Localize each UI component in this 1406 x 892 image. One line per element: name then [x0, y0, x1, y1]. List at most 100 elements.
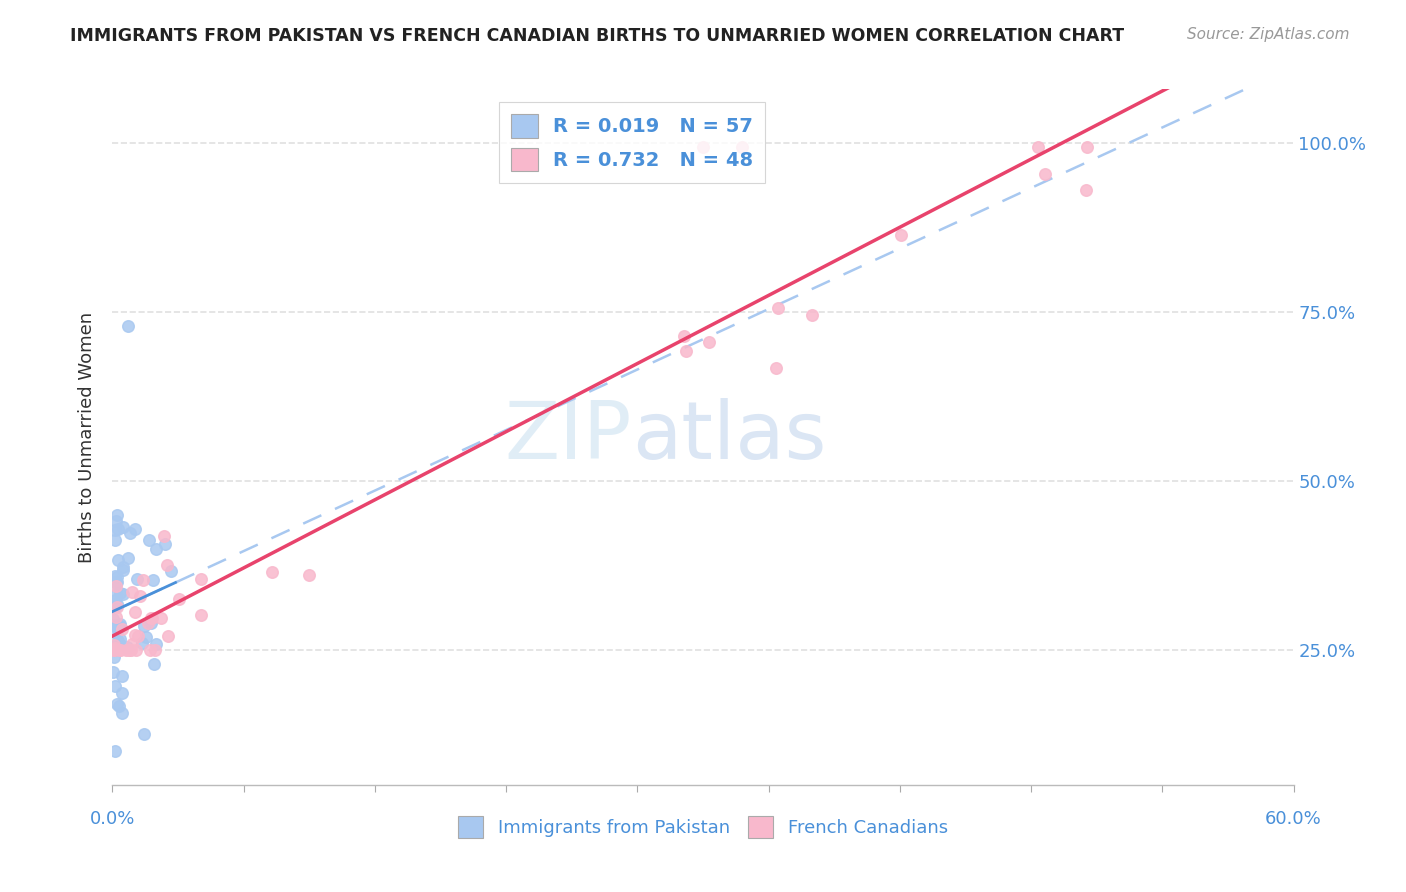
Point [149, 611, 172, 625]
Point [104, 579, 127, 593]
Point [117, 318, 139, 333]
Point [107, 553, 129, 567]
Point [117, 640, 139, 655]
Point [107, 622, 129, 636]
Point [110, 686, 132, 700]
Point [107, 522, 129, 536]
Point [1076, 183, 1098, 197]
Point [121, 637, 143, 651]
Point [156, 558, 179, 572]
Point [111, 706, 134, 721]
Legend: Immigrants from Pakistan, French Canadians: Immigrants from Pakistan, French Canadia… [451, 809, 955, 846]
Point [190, 573, 212, 587]
Point [108, 643, 131, 657]
Point [108, 643, 131, 657]
Point [141, 611, 163, 625]
Point [103, 650, 125, 665]
Point [105, 570, 128, 584]
Point [105, 514, 128, 528]
Point [105, 597, 128, 611]
Point [104, 679, 127, 693]
Point [142, 574, 165, 588]
Point [108, 586, 131, 600]
Point [111, 622, 134, 636]
Point [105, 576, 128, 591]
Point [134, 618, 156, 632]
Point [160, 564, 183, 578]
Point [131, 636, 153, 650]
Text: 0.0%: 0.0% [90, 810, 135, 828]
Point [103, 743, 125, 757]
Point [110, 632, 132, 646]
Point [145, 541, 167, 556]
Point [127, 629, 149, 643]
Point [111, 668, 134, 682]
Point [103, 643, 125, 657]
Point [142, 657, 165, 672]
Text: Source: ZipAtlas.com: Source: ZipAtlas.com [1187, 27, 1350, 42]
Point [103, 638, 125, 652]
Point [103, 643, 125, 657]
Point [145, 637, 167, 651]
Point [153, 537, 176, 551]
Point [104, 641, 127, 656]
Point [766, 301, 789, 315]
Point [765, 361, 787, 376]
Point [103, 612, 125, 626]
Point [107, 633, 129, 648]
Point [141, 615, 163, 630]
Point [108, 619, 131, 633]
Point [800, 308, 823, 322]
Point [298, 568, 321, 582]
Point [136, 616, 159, 631]
Point [1026, 139, 1049, 153]
Point [143, 643, 166, 657]
Point [103, 523, 125, 537]
Point [167, 592, 190, 607]
Text: atlas: atlas [633, 398, 827, 476]
Point [675, 343, 697, 358]
Point [101, 618, 124, 632]
Point [731, 139, 754, 153]
Point [125, 573, 148, 587]
Point [118, 643, 141, 657]
Point [105, 638, 128, 652]
Point [105, 610, 128, 624]
Point [105, 599, 128, 614]
Point [139, 643, 162, 657]
Y-axis label: Births to Unmarried Women: Births to Unmarried Women [77, 311, 96, 563]
Point [131, 573, 153, 587]
Point [105, 617, 128, 632]
Point [124, 522, 146, 536]
Point [104, 626, 127, 640]
Point [111, 520, 134, 534]
Point [107, 635, 129, 649]
Point [115, 643, 138, 657]
Point [157, 629, 180, 643]
Point [104, 569, 127, 583]
Point [104, 533, 127, 548]
Point [105, 697, 128, 711]
Point [103, 597, 125, 611]
Point [262, 566, 284, 580]
Point [153, 528, 176, 542]
Point [120, 643, 142, 657]
Point [103, 665, 125, 679]
Point [105, 508, 128, 522]
Point [138, 533, 160, 547]
Point [890, 227, 912, 242]
Point [117, 551, 139, 566]
Text: ZIP: ZIP [505, 398, 633, 476]
Point [129, 589, 152, 603]
Point [104, 586, 127, 600]
Point [139, 611, 162, 625]
Point [1076, 139, 1098, 153]
Point [111, 587, 134, 601]
Point [121, 584, 143, 599]
Point [190, 607, 212, 622]
Point [120, 525, 142, 540]
Text: 60.0%: 60.0% [1265, 810, 1322, 828]
Point [105, 574, 128, 589]
Point [124, 628, 146, 642]
Point [1033, 167, 1056, 181]
